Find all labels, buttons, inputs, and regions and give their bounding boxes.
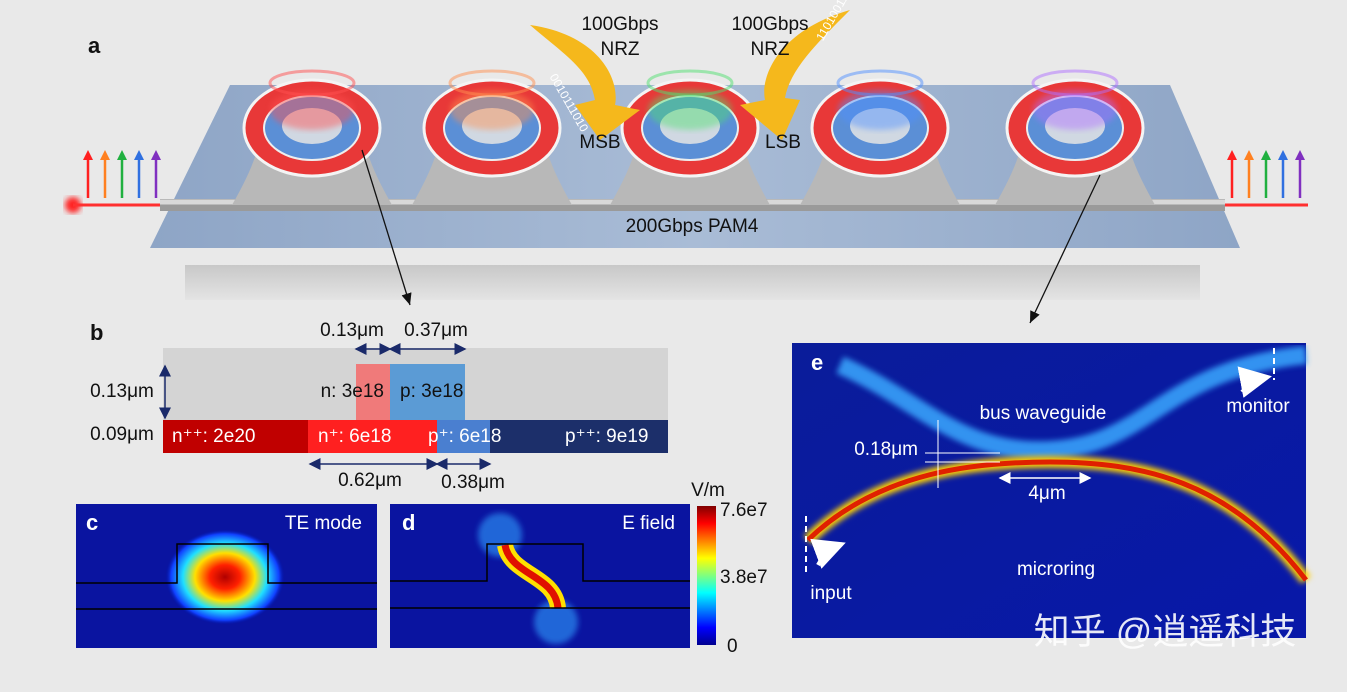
signal: NRZ <box>750 39 789 60</box>
np-region <box>308 420 437 453</box>
region-label: p⁺⁺: 9e19 <box>565 426 648 447</box>
panel-a: 0010111010 1101001110 100Gbps NRZ 100Gbp… <box>65 0 1308 324</box>
field-glow <box>534 600 578 644</box>
shadow <box>185 265 1200 300</box>
dimension-label: 0.09μm <box>90 424 154 445</box>
region-label: n⁺: 6e18 <box>318 426 391 447</box>
wavelengths <box>83 150 1305 198</box>
panel-label: a <box>88 33 101 58</box>
ppp-region <box>490 420 668 453</box>
monitor-label: monitor <box>1226 396 1290 417</box>
colorbar-label: 7.6e7 <box>720 500 768 521</box>
panel-c: c TE mode <box>76 504 377 648</box>
panel-d: d E field V/m 7.6e7 3.8e7 0 <box>390 480 768 657</box>
dimension-label: 0.38μm <box>441 472 505 493</box>
dimension-label: 0.37μm <box>404 320 468 341</box>
colorbar-unit: V/m <box>691 480 725 501</box>
n-region <box>356 364 390 420</box>
arrow-head <box>1244 150 1254 160</box>
colorbar <box>697 506 716 645</box>
ring-halo <box>1031 69 1119 97</box>
ring-glow <box>1033 90 1117 130</box>
plot-title: TE mode <box>285 513 362 534</box>
colorbar-label: 3.8e7 <box>720 567 768 588</box>
length-label: 4μm <box>1028 483 1065 504</box>
arrow-head <box>134 150 144 160</box>
plot-title: E field <box>622 513 675 534</box>
lsb: LSB <box>765 132 801 153</box>
ring-glow <box>648 90 732 130</box>
input-arrow <box>530 25 640 140</box>
signal: NRZ <box>600 39 639 60</box>
p-region <box>390 364 465 420</box>
dimension-label: 0.62μm <box>338 470 402 491</box>
monitor-arrow <box>1237 366 1272 398</box>
watermark: 知乎 @逍遥科技 <box>1034 611 1297 652</box>
arrow-head <box>100 150 110 160</box>
panel-e: e bus waveguide monitor 0.18μm 4μm micro… <box>792 343 1311 652</box>
gap-label: 0.18μm <box>854 439 918 460</box>
waveguide-outline <box>76 543 377 610</box>
arrow-head <box>1295 150 1305 160</box>
output-label: 200Gbps PAM4 <box>626 216 759 237</box>
ring-label: microring <box>1017 559 1095 580</box>
region-label: n⁺⁺: 2e20 <box>172 426 255 447</box>
arrow-head <box>117 150 127 160</box>
bus-label: bus waveguide <box>980 403 1107 424</box>
ring-glow <box>270 90 354 130</box>
arrow-head <box>1261 150 1271 160</box>
region-label: p⁺: 6e18 <box>428 426 501 447</box>
arrow-head <box>151 150 161 160</box>
arrow-head <box>1278 150 1288 160</box>
input-label: input <box>810 583 852 604</box>
ring-glow <box>838 90 922 130</box>
panel-label: d <box>402 510 415 535</box>
region-label: p: 3e18 <box>400 381 463 402</box>
arrow-head <box>83 150 93 160</box>
input-arrow <box>740 10 850 140</box>
signal: 100Gbps <box>581 14 658 35</box>
arrow-head <box>1227 150 1237 160</box>
waveguide-outline <box>390 543 690 609</box>
panel-label: b <box>90 320 103 345</box>
panel-label: c <box>86 510 98 535</box>
dimension-label: 0.13μm <box>320 320 384 341</box>
pp-region <box>437 420 490 453</box>
ring-halo <box>646 69 734 97</box>
ring-halo <box>268 69 356 97</box>
npp-region <box>163 420 308 453</box>
bus-field <box>836 346 1307 460</box>
pointer <box>361 149 412 306</box>
panel-label: e <box>811 350 823 375</box>
dimension-label: 0.13μm <box>90 381 154 402</box>
ring-glow <box>450 90 534 130</box>
input-arrow <box>810 538 846 569</box>
panel-b: b n: 3e18 p: 3e18 n⁺⁺: 2e20 n⁺: 6e18 p⁺:… <box>90 320 668 493</box>
colorbar-label: 0 <box>727 636 738 657</box>
ring-halo <box>448 69 536 97</box>
ring-halo <box>836 69 924 97</box>
rings <box>232 69 1155 205</box>
ring-core <box>806 459 1308 582</box>
msb: MSB <box>579 132 620 153</box>
pointer <box>1029 174 1101 324</box>
field-core <box>501 544 562 609</box>
signal: 100Gbps <box>731 14 808 35</box>
mode-profile <box>165 529 285 625</box>
region-label: n: 3e18 <box>321 381 384 402</box>
